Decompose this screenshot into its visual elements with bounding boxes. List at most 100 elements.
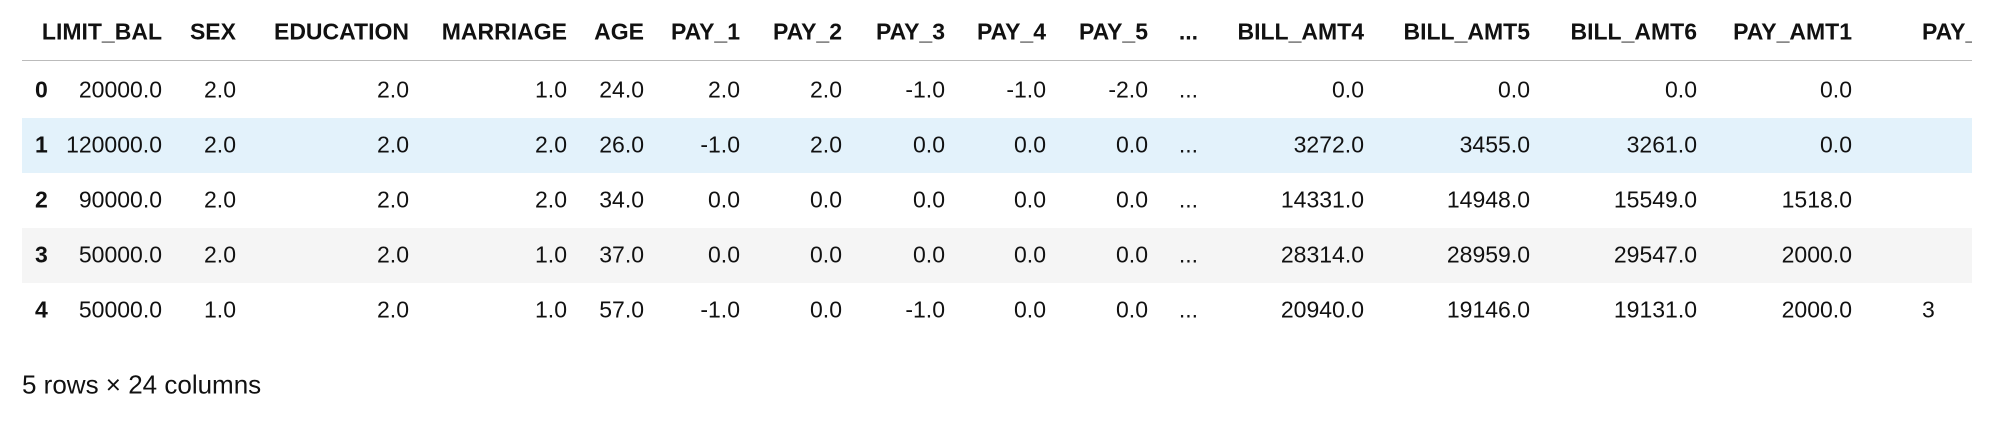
column-header: SEX [189,18,236,45]
cell: 29547.0 [1613,241,1697,268]
cell: 3455.0 [1459,131,1530,158]
cell: 28959.0 [1446,241,1530,268]
cell: -1.0 [905,296,945,323]
cell: 0.0 [1014,131,1046,158]
column-header: BILL_AMT5 [1403,18,1531,45]
column-header: PAY_3 [875,18,945,45]
cell: -1.0 [905,76,945,103]
cell: 19131.0 [1613,296,1697,323]
column-header: PAY_5 [1078,18,1148,45]
row-background [22,227,1972,283]
column-header: AGE [594,18,644,45]
column-header: PAY_4 [976,18,1046,45]
cell: 20000.0 [78,76,162,103]
cell: 0.0 [913,131,945,158]
cell: 0.0 [810,241,842,268]
cell: 2.0 [708,76,740,103]
column-header: PAY_AMT1 [1733,18,1852,45]
cell: ... [1178,241,1198,268]
cell: 2.0 [204,131,236,158]
row-index: 4 [35,296,48,323]
cell: 2.0 [377,186,409,213]
column-header: PAY_2 [772,18,842,45]
cell: 0.0 [1332,76,1364,103]
cell: 2.0 [377,296,409,323]
cell: 2.0 [204,186,236,213]
cell: 0.0 [708,186,740,213]
cell: 34.0 [599,186,644,213]
cell: 2.0 [377,241,409,268]
header-rule [22,60,1972,61]
cell: 0.0 [1014,241,1046,268]
cell: 0.0 [1116,186,1148,213]
column-header: PAY_1 [670,18,740,45]
cell: 2.0 [204,241,236,268]
cell: 1.0 [535,296,567,323]
cell: 0.0 [1116,241,1148,268]
column-header: PAY_ [1922,18,1972,45]
cell: 2.0 [810,131,842,158]
cell: 2.0 [535,186,567,213]
cell: 0.0 [810,296,842,323]
cell: 1.0 [204,296,236,323]
cell: 0.0 [1820,131,1852,158]
cell: ... [1178,131,1198,158]
cell: ... [1178,296,1198,323]
row-index: 2 [35,186,48,213]
cell: 1.0 [535,241,567,268]
cell: -2.0 [1108,76,1148,103]
row-index: 0 [35,76,48,103]
cell: ... [1178,76,1198,103]
cell: 0.0 [1820,76,1852,103]
cell: 3 [1922,296,1935,323]
cell: 3261.0 [1626,131,1697,158]
cell: 0.0 [1116,131,1148,158]
cell: 0.0 [810,186,842,213]
cell: 2.0 [810,76,842,103]
cell: 14331.0 [1280,186,1364,213]
cell: 57.0 [599,296,644,323]
cell: 0.0 [708,241,740,268]
table: LIMIT_BAL SEX EDUCATION MARRIAGE AGE PAY_1 PAY… [22,18,1972,323]
cell: 120000.0 [66,131,162,158]
column-header: BILL_AMT4 [1237,18,1365,45]
cell: 50000.0 [78,241,162,268]
cell: 0.0 [1665,76,1697,103]
cell: 37.0 [599,241,644,268]
cell: 2.0 [377,131,409,158]
column-header: LIMIT_BAL [41,18,162,45]
cell: 15549.0 [1613,186,1697,213]
shape-summary: 5 rows × 24 columns [22,369,262,400]
cell: 24.0 [599,76,644,103]
cell: 3272.0 [1293,131,1364,158]
cell: 0.0 [1014,296,1046,323]
cell: 1.0 [535,76,567,103]
cell: 0.0 [913,186,945,213]
column-header: MARRIAGE [441,18,567,45]
cell: 2.0 [535,131,567,158]
cell: 1518.0 [1781,186,1852,213]
cell: 26.0 [599,131,644,158]
cell: 28314.0 [1280,241,1364,268]
cell: 0.0 [913,241,945,268]
row-index: 3 [35,241,48,268]
cell: 0.0 [1116,296,1148,323]
column-header: BILL_AMT6 [1570,18,1698,45]
row-background [22,117,1972,173]
cell: 2.0 [204,76,236,103]
cell: 50000.0 [78,296,162,323]
cell: ... [1178,186,1198,213]
cell: -1.0 [700,131,740,158]
cell: -1.0 [700,296,740,323]
row-index: 1 [35,131,48,158]
cell: 90000.0 [78,186,162,213]
cell: 20940.0 [1280,296,1364,323]
cell: 2000.0 [1781,296,1852,323]
cell: 2000.0 [1781,241,1852,268]
cell: 14948.0 [1446,186,1530,213]
cell: 2.0 [377,76,409,103]
cell: -1.0 [1006,76,1046,103]
cell: 0.0 [1498,76,1530,103]
cell: 19146.0 [1446,296,1530,323]
